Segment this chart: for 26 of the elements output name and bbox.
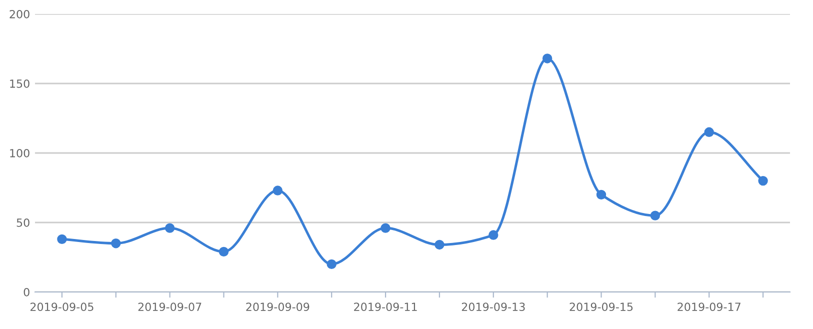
y-tick-label: 200 [10,10,30,18]
point [650,210,660,220]
x-tick-label: 2019-09-11 [354,302,417,312]
x-tick-label: 2019-09-13 [462,302,525,312]
point [164,223,175,233]
point [272,186,283,196]
point [758,176,768,186]
x-tick-label: 2019-09-07 [138,302,202,312]
y-tick-label: 0 [24,288,30,296]
point [488,230,498,240]
point [542,54,552,64]
point [380,223,390,233]
point [434,240,444,250]
y-tick-label: 100 [10,148,30,158]
point [57,234,67,244]
y-tick-label: 150 [10,79,30,88]
y-tick-label: 50 [16,218,30,227]
x-tick-label: 2019-09-17 [678,302,740,312]
point [218,246,229,257]
point [326,259,336,270]
x-tick-label: 2019-09-05 [30,302,94,312]
point [704,127,714,138]
x-tick-label: 2019-09-15 [570,302,633,312]
x-tick-label: 2019-09-09 [246,302,310,312]
point [596,190,606,200]
point [111,238,121,248]
